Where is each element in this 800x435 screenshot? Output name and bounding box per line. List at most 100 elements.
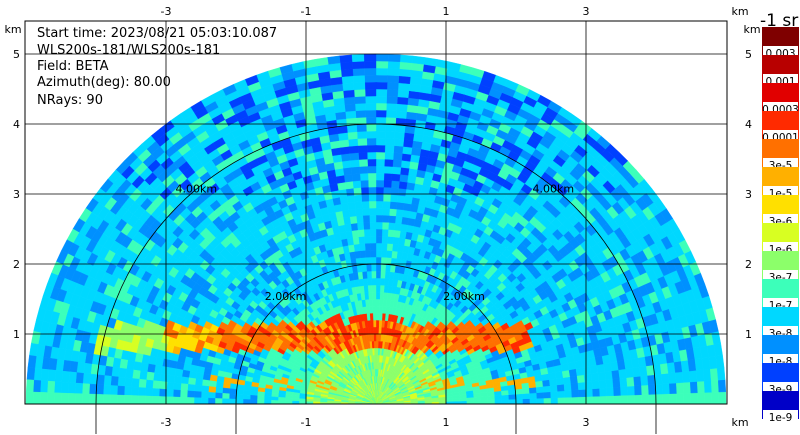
beta-cell: [627, 385, 636, 396]
start-time-text: Start time: 2023/08/21 05:03:10.087: [37, 26, 278, 41]
beta-cell: [367, 158, 377, 167]
beta-cell: [389, 264, 396, 273]
x-tick-label: 3: [583, 5, 590, 18]
beta-cell: [375, 67, 388, 76]
beta-cell: [358, 243, 366, 252]
beta-cell: [242, 394, 251, 400]
beta-cell: [339, 195, 348, 205]
beta-cell: [381, 312, 386, 321]
beta-cell: [522, 398, 531, 404]
beta-cell: [393, 145, 404, 154]
beta-cell: [363, 53, 377, 62]
beta-cell: [365, 102, 377, 111]
beta-cell: [172, 389, 181, 398]
beta-cell: [570, 382, 579, 391]
beta-cell: [228, 393, 237, 400]
beta-cell: [576, 374, 586, 384]
beta-cell: [386, 81, 399, 91]
beta-cell: [385, 264, 391, 272]
beta-cell: [358, 158, 368, 167]
beta-cell: [109, 394, 118, 404]
beta-cell: [165, 389, 174, 398]
x-tick-label: 1: [443, 416, 450, 429]
beta-cell: [366, 130, 377, 139]
beta-cell: [151, 388, 160, 397]
beta-cell: [349, 152, 360, 161]
nrays-text: NRays: 90: [37, 93, 103, 108]
beta-cell: [385, 109, 397, 118]
beta-cell: [355, 109, 367, 118]
beta-cell: [81, 383, 90, 395]
beta-cell: [389, 201, 398, 210]
beta-cell: [402, 209, 411, 219]
beta-cell: [592, 388, 601, 397]
beta-cell: [501, 399, 510, 404]
beta-cell: [375, 123, 387, 132]
colorbar-unit-label: -1 sr: [760, 11, 798, 31]
beta-cell: [379, 277, 386, 286]
beta-cell: [27, 355, 37, 369]
beta-cell: [606, 387, 615, 397]
beta-cell: [555, 377, 565, 386]
beta-cell: [613, 386, 622, 396]
beta-cell: [144, 395, 153, 404]
beta-cell: [648, 384, 657, 395]
beta-cell: [32, 391, 41, 404]
beta-cell: [368, 186, 377, 195]
beta-cell: [375, 130, 386, 139]
beta-cell: [340, 153, 351, 162]
beta-cell: [370, 263, 377, 272]
beta-cell: [364, 81, 377, 90]
beta-cell: [342, 89, 355, 98]
beta-cell: [391, 250, 398, 259]
beta-cell: [369, 228, 377, 237]
beta-cell: [682, 381, 692, 394]
beta-cell: [263, 395, 272, 401]
beta-cell: [356, 130, 367, 139]
y-tick-label: 3: [745, 188, 752, 201]
beta-cell: [403, 132, 415, 141]
beta-cell: [174, 368, 184, 377]
beta-cell: [690, 392, 699, 404]
beta-cell: [341, 160, 352, 169]
beta-cell: [359, 165, 369, 174]
beta-cell: [381, 228, 389, 237]
range-ring-label: 4.00km: [176, 182, 218, 195]
beta-cell: [383, 292, 388, 300]
beta-cell: [381, 221, 389, 230]
beta-cell: [386, 236, 394, 245]
beta-cell: [529, 392, 538, 399]
beta-cell: [221, 393, 230, 400]
beta-cell: [53, 392, 62, 404]
beta-cell: [354, 95, 366, 104]
beta-cell: [362, 207, 370, 216]
beta-cell: [228, 398, 237, 404]
beta-cell: [351, 53, 365, 63]
beta-cell: [222, 387, 231, 394]
beta-cell: [578, 389, 587, 398]
x-tick-label: -1: [301, 416, 312, 429]
beta-cell: [361, 264, 367, 272]
beta-cell: [89, 373, 98, 385]
beta-cell: [405, 181, 416, 191]
beta-cell: [711, 391, 720, 404]
beta-cell: [347, 201, 356, 211]
beta-cell: [243, 389, 251, 396]
beta-cell: [375, 347, 379, 356]
beta-cell: [577, 381, 586, 391]
beta-cell: [235, 393, 244, 400]
beta-cell: [118, 367, 127, 378]
beta-cell: [167, 367, 177, 376]
range-ring-label: 2.00km: [443, 290, 485, 303]
x-tick-label: 1: [443, 5, 450, 18]
beta-cell: [398, 75, 411, 85]
beta-cell: [641, 394, 650, 404]
beta-cell: [375, 179, 385, 188]
beta-cell: [355, 116, 367, 125]
beta-cell: [242, 399, 251, 404]
beta-cell: [634, 394, 643, 404]
beta-cell: [200, 391, 209, 399]
beta-cell: [375, 214, 383, 223]
beta-cell: [207, 392, 216, 399]
beta-cell: [40, 368, 50, 382]
